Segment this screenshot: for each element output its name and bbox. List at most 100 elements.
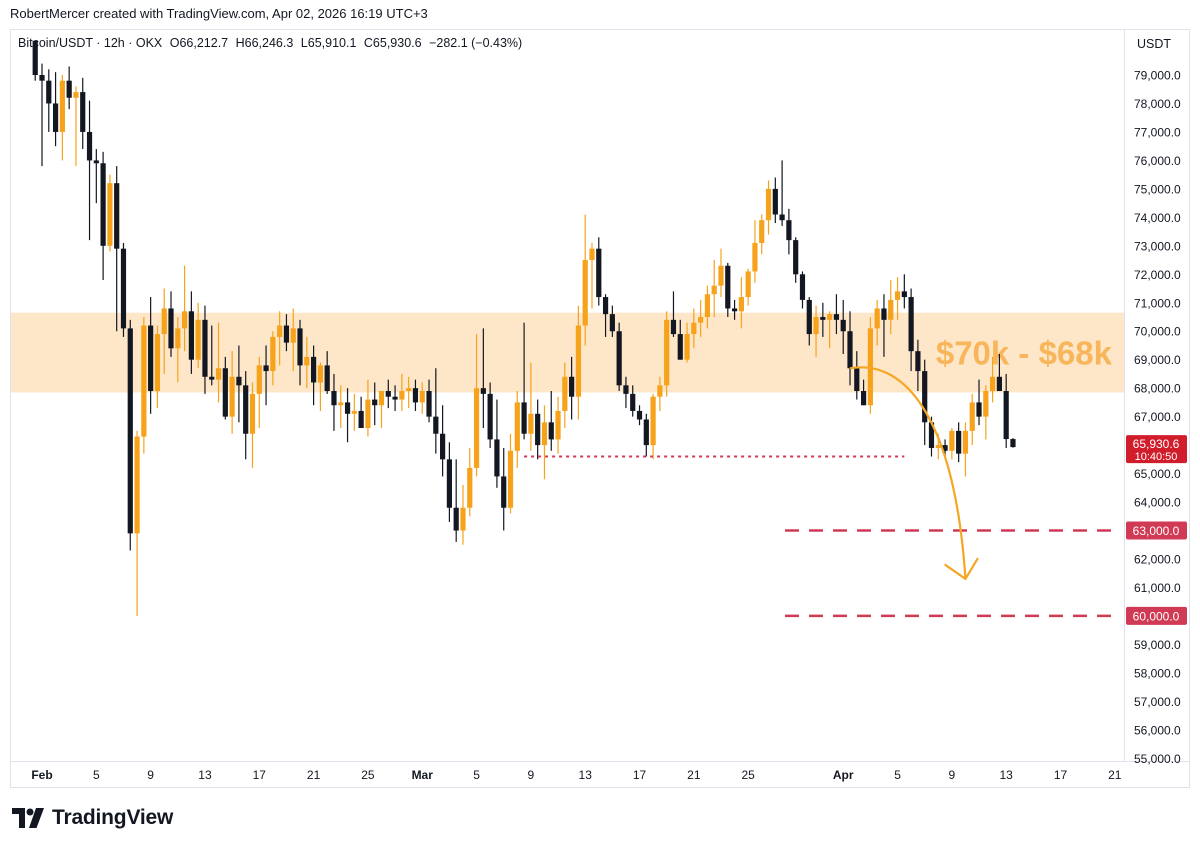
candle-body bbox=[820, 316, 826, 320]
candle-body bbox=[677, 334, 683, 360]
candle-body bbox=[874, 308, 880, 329]
candle-body bbox=[569, 376, 575, 397]
candle-body bbox=[406, 388, 412, 392]
candle-body bbox=[175, 328, 181, 349]
candle-body bbox=[1010, 439, 1016, 448]
candle-body bbox=[752, 242, 758, 272]
candle-body bbox=[107, 183, 113, 246]
candle-body bbox=[440, 433, 446, 460]
target-level-badge bbox=[1126, 606, 1187, 625]
candle-body bbox=[745, 271, 751, 298]
candle-body bbox=[270, 336, 276, 372]
time-axis[interactable] bbox=[10, 762, 1190, 788]
candle-body bbox=[229, 376, 235, 417]
candle-body bbox=[507, 450, 514, 508]
price-axis[interactable] bbox=[1125, 29, 1190, 762]
candle-body bbox=[297, 328, 303, 366]
candle-body bbox=[1003, 391, 1009, 440]
candle-body bbox=[541, 422, 548, 446]
candle-body bbox=[623, 385, 629, 394]
candle-body bbox=[528, 413, 534, 434]
price-tick-label: 58,000.0 bbox=[1134, 666, 1181, 680]
candles-layer bbox=[32, 40, 1016, 616]
candle-body bbox=[894, 291, 901, 300]
candle-body bbox=[657, 385, 663, 397]
candle-body bbox=[73, 92, 79, 98]
candle-body bbox=[460, 507, 466, 531]
candle-body bbox=[738, 297, 744, 312]
candle-body bbox=[344, 402, 351, 414]
price-tick-label: 76,000.0 bbox=[1134, 154, 1181, 168]
symbol-name[interactable]: Bitcoin/USDT · 12h · OKX bbox=[18, 36, 163, 50]
time-tick-label: 13 bbox=[198, 768, 212, 782]
price-tick-label: 67,000.0 bbox=[1134, 410, 1181, 424]
candle-body bbox=[765, 188, 772, 221]
candle-body bbox=[969, 402, 975, 431]
candle-body bbox=[66, 80, 72, 98]
candle-body bbox=[473, 388, 480, 468]
candle-body bbox=[141, 325, 147, 437]
currency-unit[interactable]: USDT bbox=[1137, 37, 1172, 51]
price-tick-label: 69,000.0 bbox=[1134, 353, 1181, 367]
time-tick-label: 21 bbox=[687, 768, 701, 782]
price-tick-label: 78,000.0 bbox=[1134, 97, 1181, 111]
candle-body bbox=[704, 294, 711, 317]
candle-body bbox=[351, 410, 357, 414]
candle-body bbox=[691, 322, 697, 335]
candle-body bbox=[161, 308, 167, 335]
candle-body bbox=[725, 265, 731, 309]
ohlc-high: H66,246.3 bbox=[235, 36, 294, 50]
candle-body bbox=[243, 385, 249, 434]
candle-body bbox=[324, 365, 330, 392]
candle-body bbox=[888, 299, 894, 320]
candle-body bbox=[358, 410, 364, 429]
author-credit: RobertMercer created with TradingView.co… bbox=[10, 6, 428, 21]
candle-body bbox=[52, 103, 59, 132]
tradingview-logo[interactable]: TradingView bbox=[12, 806, 173, 830]
target-level-label: 63,000.0 bbox=[1133, 524, 1180, 538]
price-tick-label: 55,000.0 bbox=[1134, 752, 1181, 766]
time-tick-label: 17 bbox=[1054, 768, 1068, 782]
candle-body bbox=[317, 365, 323, 383]
candle-body bbox=[412, 388, 419, 403]
candle-body bbox=[881, 308, 887, 320]
candle-body bbox=[311, 356, 317, 383]
chart-pane[interactable] bbox=[10, 29, 1125, 762]
candle-body bbox=[813, 316, 819, 335]
symbol-legend[interactable]: Bitcoin/USDT · 12h · OKX O66,212.7 H66,2… bbox=[18, 36, 526, 50]
target-level-label: 60,000.0 bbox=[1133, 609, 1180, 623]
candle-body bbox=[480, 388, 486, 394]
candle-body bbox=[983, 391, 989, 417]
candle-body bbox=[32, 40, 38, 75]
candle-body bbox=[467, 467, 473, 508]
candle-body bbox=[996, 376, 1002, 392]
candle-body bbox=[93, 160, 99, 164]
time-tick-label: 9 bbox=[147, 768, 154, 782]
brand-name: TradingView bbox=[52, 806, 174, 829]
price-tick-label: 62,000.0 bbox=[1134, 552, 1181, 566]
price-tick-label: 74,000.0 bbox=[1134, 211, 1181, 225]
candle-body bbox=[562, 376, 568, 411]
candle-body bbox=[555, 410, 561, 440]
candle-body bbox=[168, 308, 174, 349]
price-tick-label: 73,000.0 bbox=[1134, 239, 1181, 253]
price-tick-label: 56,000.0 bbox=[1134, 723, 1181, 737]
candle-body bbox=[779, 214, 785, 221]
candle-body bbox=[976, 402, 982, 417]
price-tick-label: 59,000.0 bbox=[1134, 638, 1181, 652]
candle-body bbox=[786, 220, 792, 241]
time-tick-label: 5 bbox=[473, 768, 480, 782]
time-tick-label: 5 bbox=[93, 768, 100, 782]
candle-body bbox=[80, 92, 86, 132]
candle-body bbox=[372, 399, 378, 406]
candle-body bbox=[426, 391, 432, 417]
candle-body bbox=[928, 422, 935, 448]
candle-body bbox=[759, 220, 765, 243]
candle-body bbox=[256, 365, 262, 394]
candle-body bbox=[188, 311, 194, 360]
candle-body bbox=[148, 325, 154, 392]
tradingview-icon bbox=[12, 808, 44, 828]
candle-body bbox=[453, 507, 459, 531]
candle-body bbox=[331, 391, 337, 406]
candle-body bbox=[487, 393, 493, 440]
